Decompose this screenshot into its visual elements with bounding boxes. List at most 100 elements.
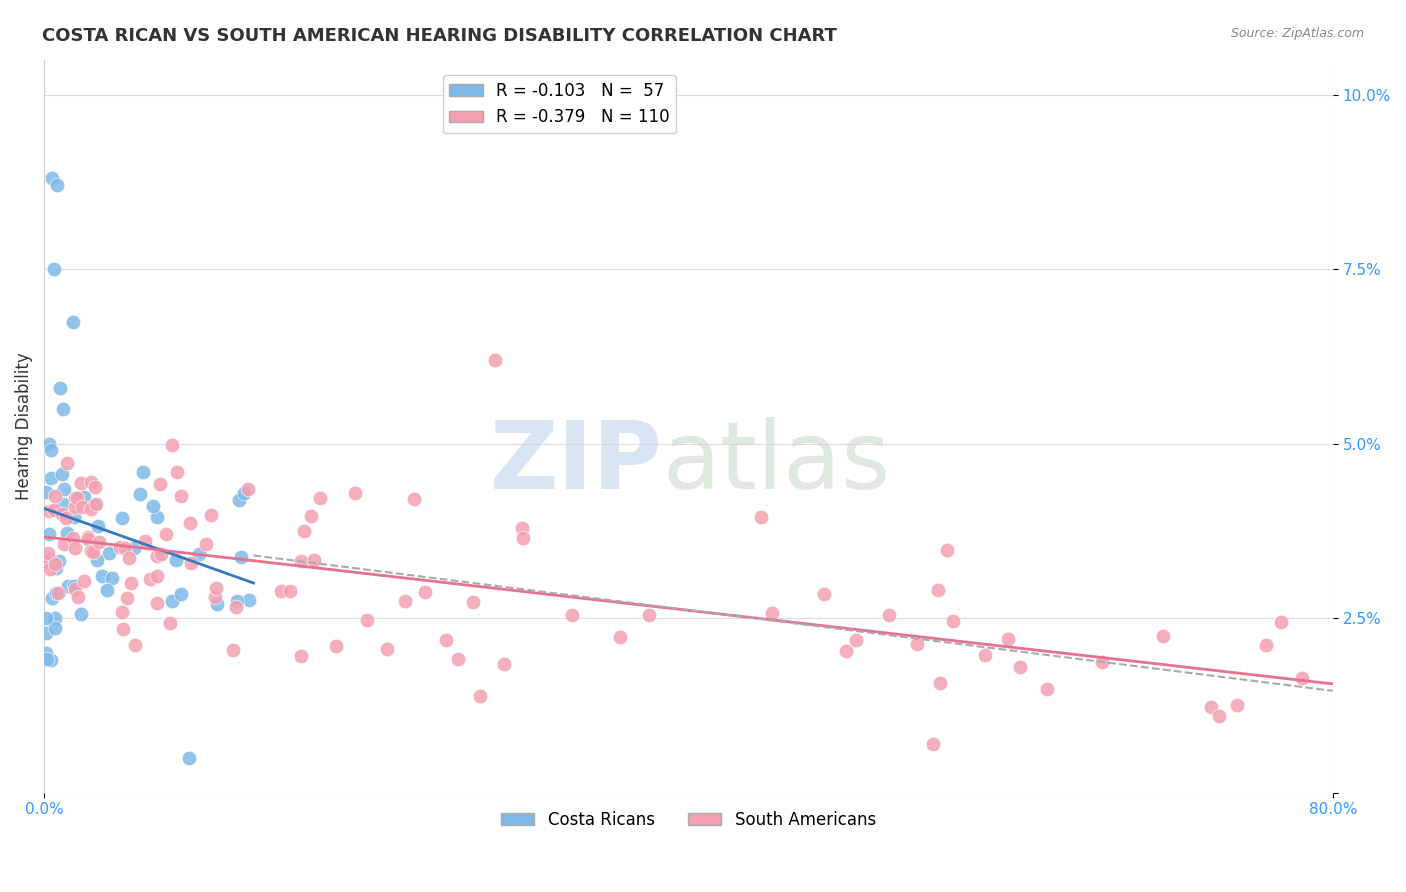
- Point: [49, 381, 72, 395]
- Point: [470, 689, 492, 703]
- Point: [1291, 671, 1313, 685]
- Point: [42, 502, 65, 516]
- Point: [1226, 698, 1249, 713]
- Point: [929, 675, 952, 690]
- Point: [108, 540, 131, 554]
- Point: [39, 653, 62, 667]
- Point: [45, 561, 67, 575]
- Point: [1270, 615, 1292, 629]
- Point: [84, 497, 107, 511]
- Point: [165, 553, 187, 567]
- Point: [90, 569, 112, 583]
- Point: [46, 178, 69, 193]
- Point: [79, 543, 101, 558]
- Point: [134, 533, 156, 548]
- Point: [39, 471, 62, 485]
- Point: [66, 590, 89, 604]
- Point: [845, 632, 868, 647]
- Point: [356, 613, 378, 627]
- Point: [204, 582, 226, 596]
- Point: [63, 492, 86, 507]
- Point: [188, 547, 211, 561]
- Point: [39, 443, 62, 458]
- Point: [111, 510, 134, 524]
- Point: [35, 554, 58, 568]
- Point: [51, 467, 73, 481]
- Point: [761, 606, 783, 620]
- Point: [118, 551, 141, 566]
- Point: [52, 401, 75, 416]
- Point: [65, 500, 87, 515]
- Point: [38, 526, 60, 541]
- Point: [510, 520, 533, 534]
- Point: [302, 553, 325, 567]
- Point: [53, 537, 76, 551]
- Point: [44, 558, 66, 572]
- Point: [56, 579, 79, 593]
- Point: [1008, 660, 1031, 674]
- Point: [142, 499, 165, 513]
- Point: [111, 605, 134, 619]
- Point: [484, 352, 506, 367]
- Point: [62, 315, 84, 329]
- Point: [146, 569, 169, 583]
- Point: [974, 648, 997, 662]
- Point: [1199, 700, 1222, 714]
- Point: [170, 489, 193, 503]
- Point: [41, 591, 63, 606]
- Point: [35, 611, 58, 625]
- Point: [84, 480, 107, 494]
- Point: [114, 541, 136, 555]
- Point: [111, 622, 134, 636]
- Point: [415, 585, 437, 599]
- Point: [308, 491, 330, 506]
- Y-axis label: Hearing Disability: Hearing Disability: [15, 352, 32, 500]
- Point: [70, 476, 93, 491]
- Point: [942, 614, 965, 628]
- Point: [65, 541, 87, 555]
- Point: [37, 651, 59, 665]
- Point: [461, 595, 484, 609]
- Point: [204, 591, 226, 605]
- Text: COSTA RICAN VS SOUTH AMERICAN HEARING DISABILITY CORRELATION CHART: COSTA RICAN VS SOUTH AMERICAN HEARING DI…: [42, 27, 837, 45]
- Point: [56, 526, 79, 541]
- Point: [82, 545, 104, 559]
- Point: [835, 644, 858, 658]
- Point: [159, 616, 181, 631]
- Point: [325, 639, 347, 653]
- Point: [37, 546, 59, 560]
- Point: [120, 575, 142, 590]
- Point: [278, 584, 301, 599]
- Point: [160, 594, 183, 608]
- Point: [494, 657, 516, 672]
- Point: [169, 587, 191, 601]
- Point: [177, 750, 200, 764]
- Text: ZIP: ZIP: [489, 417, 662, 508]
- Point: [179, 516, 201, 530]
- Point: [436, 632, 458, 647]
- Point: [922, 738, 945, 752]
- Point: [146, 509, 169, 524]
- Point: [749, 509, 772, 524]
- Point: [97, 546, 120, 560]
- Point: [225, 599, 247, 614]
- Point: [122, 541, 145, 556]
- Point: [221, 643, 243, 657]
- Point: [52, 498, 75, 512]
- Legend: Costa Ricans, South Americans: Costa Ricans, South Americans: [495, 805, 883, 836]
- Point: [375, 642, 398, 657]
- Text: atlas: atlas: [662, 417, 891, 508]
- Point: [39, 562, 62, 576]
- Point: [83, 498, 105, 512]
- Point: [115, 591, 138, 605]
- Point: [41, 171, 63, 186]
- Point: [1090, 655, 1112, 669]
- Point: [344, 486, 367, 500]
- Point: [73, 574, 96, 588]
- Point: [512, 532, 534, 546]
- Point: [80, 475, 103, 489]
- Point: [935, 543, 957, 558]
- Point: [39, 552, 62, 566]
- Point: [155, 527, 177, 541]
- Point: [149, 547, 172, 561]
